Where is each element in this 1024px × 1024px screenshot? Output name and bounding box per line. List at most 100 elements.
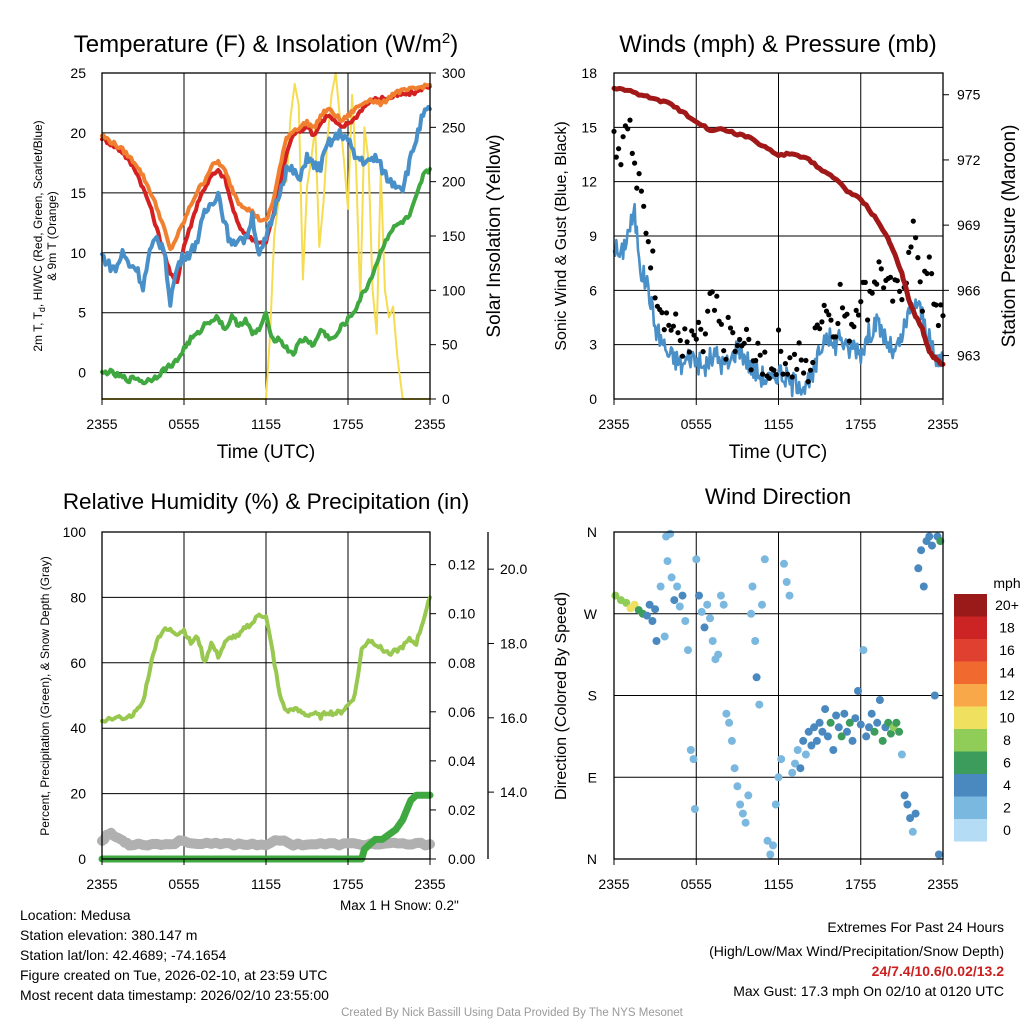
direction-point [878, 736, 887, 745]
humidity-y-tick-label: 20 [70, 786, 86, 802]
pressure-y-ticks: 963 966 969 972 975 [943, 87, 981, 364]
temperature-series [100, 72, 432, 400]
pressure-y-tick-label: 975 [957, 87, 981, 103]
gust-point [794, 366, 800, 372]
direction-point [908, 827, 917, 836]
gust-point [865, 317, 871, 323]
direction-point [667, 573, 676, 582]
gust-point [743, 326, 750, 332]
snow-depth-y-tick-label: 16.0 [500, 710, 527, 726]
gust-point [668, 327, 674, 333]
direction-point [785, 591, 794, 600]
legend-label: 2 [1003, 800, 1011, 816]
gust-point [643, 230, 649, 236]
gust-point [862, 279, 868, 285]
temperature-y-tick-label: 10 [70, 245, 86, 261]
precip-y-tick-label: 0.02 [448, 802, 475, 818]
gust-point [851, 324, 857, 330]
direction-point [748, 582, 757, 591]
temperature-panel: Temperature (F) & Insolation (W/m2) 0 5 10… [31, 30, 505, 463]
gust-point [659, 310, 665, 316]
direction-point [818, 727, 827, 736]
gust-point [693, 336, 699, 342]
gust-point [718, 321, 725, 327]
gust-point [638, 188, 645, 194]
wind-direction-grid [613, 531, 944, 860]
extremes-title: Extremes For Past 24 Hours [827, 919, 1004, 935]
winds-y-ticks: 0 3 6 9 12 15 18 [581, 65, 597, 407]
gust-point [929, 271, 935, 277]
gust-point [648, 265, 654, 271]
series-sonic-wind [612, 202, 945, 398]
direction-point [934, 850, 943, 859]
gust-point [661, 327, 667, 333]
direction-point [769, 841, 777, 850]
precip-y-tick-label: 0.04 [448, 753, 475, 769]
extremes-values: 24/7.4/10.6/0.02/13.2 [871, 963, 1004, 979]
direction-point [832, 711, 841, 720]
direction-point [856, 720, 865, 729]
temperature-y-tick-label: 5 [78, 305, 86, 321]
legend-label: 16 [999, 642, 1015, 658]
x-tick-label: 1755 [845, 416, 876, 432]
winds-panel: Winds (mph) & Pressure (mb) 0 3 6 9 12 15 18 9… [553, 31, 1020, 463]
gust-point [890, 298, 896, 304]
temperature-y-tick-label: 0 [78, 365, 86, 381]
direction-point [810, 723, 819, 732]
legend-swatch [954, 706, 987, 729]
humidity-y-tick-label: 40 [70, 720, 86, 736]
speed-color-legend: mph 20+ 18 16 14 12 10 8 6 4 2 0 [954, 575, 1021, 842]
gust-point [924, 270, 930, 277]
gust-point [938, 302, 944, 308]
gust-point [730, 330, 736, 336]
legend-label: 10 [999, 710, 1015, 726]
pressure-y-label: Station Pressure (Maroon) [999, 125, 1020, 348]
gust-point [663, 310, 670, 316]
direction-point [777, 755, 786, 764]
gust-point [908, 244, 914, 250]
gust-point [702, 331, 709, 337]
direction-point [656, 582, 665, 591]
gust-point [705, 308, 711, 314]
direction-point [793, 746, 802, 754]
legend-label: 0 [1003, 822, 1011, 838]
station-latlon: Station lat/lon: 42.4689; -74.1654 [20, 947, 227, 963]
direction-point [834, 723, 843, 732]
humidity-y-tick-label: 0 [78, 851, 86, 867]
direction-y-tick-label: E [588, 769, 597, 785]
gust-point [785, 371, 791, 377]
direction-point [670, 596, 679, 605]
snow-depth-y-ticks: 14.0 16.0 18.0 20.0 [487, 532, 527, 859]
direction-point [706, 614, 714, 623]
gust-point [618, 162, 624, 168]
gust-point [855, 312, 862, 318]
winds-x-label: Time (UTC) [729, 442, 828, 463]
direction-point [821, 705, 830, 714]
legend-swatch [954, 774, 987, 797]
humidity-panel-title: Relative Humidity (%) & Precipitation (i… [63, 489, 469, 514]
direction-y-tick-label: N [587, 524, 597, 540]
winds-x-ticks: 2355 0555 1155 1755 2355 [598, 399, 959, 432]
direction-point [843, 727, 851, 736]
gust-point [894, 278, 900, 284]
direction-point [758, 600, 766, 609]
gust-point [711, 307, 718, 313]
gust-point [625, 126, 631, 132]
temperature-y-tick-label: 25 [70, 65, 86, 81]
insolation-y-tick-label: 50 [442, 337, 458, 353]
gust-point [714, 293, 720, 299]
direction-point [678, 591, 687, 600]
gust-point [803, 357, 809, 364]
humidity-y-tick-label: 60 [70, 655, 86, 671]
direction-point [751, 637, 760, 645]
direction-point [936, 537, 945, 546]
direction-point [812, 736, 821, 745]
gust-point [677, 337, 683, 344]
gust-point [773, 372, 779, 378]
gust-point [682, 326, 688, 332]
direction-point [642, 611, 651, 620]
gust-point [732, 348, 738, 354]
temperature-x-ticks: 2355 0555 1155 1755 2355 [86, 399, 446, 432]
gust-point [869, 290, 875, 296]
